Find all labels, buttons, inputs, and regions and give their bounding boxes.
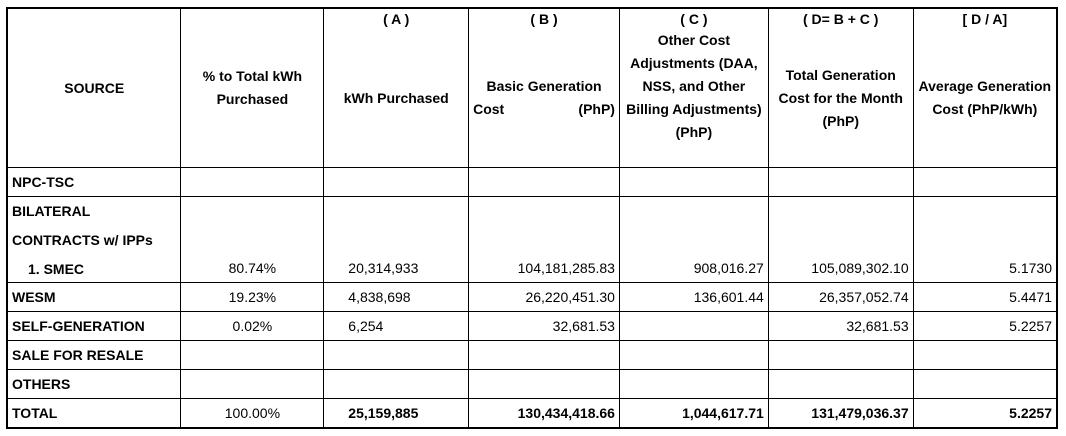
smec-pct: 80.74%: [228, 260, 277, 276]
wesm-total-cell: 26,357,052.74: [767, 282, 914, 312]
resale-other-cell: [618, 340, 769, 370]
total-pct-cell: 100.00%: [180, 398, 325, 429]
header-basic: ( B ) Basic Generation Cost (PhP): [468, 7, 620, 168]
header-basic-letter: ( B ): [530, 11, 558, 27]
total-kwh-cell: 25,159,885: [323, 398, 470, 429]
resale-kwh-cell: [323, 340, 470, 370]
header-kwh-letter: ( A ): [383, 11, 410, 27]
self-other-cell: [618, 311, 769, 341]
bilateral-other-cell: 908,016.27: [618, 196, 769, 283]
header-other: ( C ) Other Cost Adjustments (DAA, NSS, …: [618, 7, 769, 168]
others-other-cell: [618, 369, 769, 399]
npc-pct-cell: [180, 167, 325, 197]
header-other-label: Other Cost Adjustments (DAA, NSS, and Ot…: [626, 32, 762, 140]
bilateral-pct-cell: 80.74%: [180, 196, 325, 283]
npc-avg-cell: [912, 167, 1058, 197]
header-avg-letter: [ D / A]: [962, 11, 1008, 27]
bilateral-avg-cell: 5.1730: [912, 196, 1058, 283]
table-row-sale-for-resale: SALE FOR RESALE: [6, 340, 1058, 370]
header-row: SOURCE % to Total kWh Purchased ( A ) kW…: [6, 7, 1058, 168]
others-kwh-cell: [323, 369, 470, 399]
wesm-basic-cell: 26,220,451.30: [468, 282, 620, 312]
self-pct-cell: 0.02%: [180, 311, 325, 341]
self-kwh-cell: 6,254: [323, 311, 470, 341]
smec-total: 105,089,302.10: [811, 260, 909, 276]
others-total-cell: [767, 369, 914, 399]
bilateral-total-cell: 105,089,302.10: [767, 196, 914, 283]
header-source-label: SOURCE: [64, 79, 125, 96]
wesm-avg-cell: 5.4471: [912, 282, 1058, 312]
header-basic-line1: Basic Generation: [486, 78, 602, 94]
self-total-cell: 32,681.53: [767, 311, 914, 341]
resale-pct-cell: [180, 340, 325, 370]
self-avg-cell: 5.2257: [912, 311, 1058, 341]
npc-other-cell: [618, 167, 769, 197]
header-total-label: Total Generation Cost for the Month (PhP…: [778, 66, 903, 129]
total-other-cell: 1,044,617.71: [618, 398, 769, 429]
header-basic-line2a: Cost: [473, 101, 505, 117]
resale-avg-cell: [912, 340, 1058, 370]
table-row-bilateral: BILATERAL CONTRACTS w/ IPPs 1. SMEC 80.7…: [6, 196, 1058, 283]
bilateral-item-smec: 1. SMEC: [28, 261, 85, 277]
npc-basic-cell: [468, 167, 620, 197]
wesm-source-cell: WESM: [6, 282, 182, 312]
table-row-wesm: WESM 19.23% 4,838,698 26,220,451.30 136,…: [6, 282, 1058, 312]
header-pct-label: % to Total kWh Purchased: [202, 68, 303, 107]
npc-kwh-cell: [323, 167, 470, 197]
npc-total-cell: [767, 167, 914, 197]
wesm-pct-cell: 19.23%: [180, 282, 325, 312]
total-basic-cell: 130,434,418.66: [468, 398, 620, 429]
table-row-npc: NPC-TSC: [6, 167, 1058, 197]
smec-other: 908,016.27: [693, 260, 764, 276]
resale-source-cell: SALE FOR RESALE: [6, 340, 182, 370]
others-pct-cell: [180, 369, 325, 399]
smec-avg: 5.1730: [1009, 260, 1052, 276]
bilateral-source-cell: BILATERAL CONTRACTS w/ IPPs 1. SMEC: [6, 196, 182, 283]
header-avg-label: Average Generation Cost (PhP/kWh): [918, 78, 1052, 117]
header-total-letter: ( D= B + C ): [802, 11, 879, 27]
header-basic-line2b: (PhP): [578, 101, 615, 117]
self-basic-cell: 32,681.53: [468, 311, 620, 341]
header-kwh: ( A ) kWh Purchased: [323, 7, 470, 168]
wesm-kwh-cell: 4,838,698: [323, 282, 470, 312]
header-total: ( D= B + C ) Total Generation Cost for t…: [767, 7, 914, 168]
bilateral-kwh-cell: 20,314,933: [323, 196, 470, 283]
self-source-cell: SELF-GENERATION: [6, 311, 182, 341]
bilateral-line1: BILATERAL: [12, 203, 91, 219]
total-avg-cell: 5.2257: [912, 398, 1058, 429]
bilateral-basic-cell: 104,181,285.83: [468, 196, 620, 283]
header-pct: % to Total kWh Purchased: [180, 7, 325, 168]
others-basic-cell: [468, 369, 620, 399]
generation-cost-table: SOURCE % to Total kWh Purchased ( A ) kW…: [6, 7, 1058, 429]
resale-basic-cell: [468, 340, 620, 370]
npc-source-cell: NPC-TSC: [6, 167, 182, 197]
bilateral-line2: CONTRACTS w/ IPPs: [12, 232, 153, 248]
header-other-letter: ( C ): [680, 11, 708, 27]
header-avg: [ D / A] Average Generation Cost (PhP/kW…: [912, 7, 1058, 168]
others-avg-cell: [912, 369, 1058, 399]
table-row-others: OTHERS: [6, 369, 1058, 399]
resale-total-cell: [767, 340, 914, 370]
table-row-total: TOTAL 100.00% 25,159,885 130,434,418.66 …: [6, 398, 1058, 429]
smec-kwh: 20,314,933: [348, 260, 419, 276]
total-total-cell: 131,479,036.37: [767, 398, 914, 429]
others-source-cell: OTHERS: [6, 369, 182, 399]
total-source-cell: TOTAL: [6, 398, 182, 429]
table-row-self-generation: SELF-GENERATION 0.02% 6,254 32,681.53 32…: [6, 311, 1058, 341]
header-kwh-label: kWh Purchased: [343, 89, 449, 106]
header-source: SOURCE: [6, 7, 182, 168]
smec-basic: 104,181,285.83: [517, 260, 615, 276]
wesm-other-cell: 136,601.44: [618, 282, 769, 312]
